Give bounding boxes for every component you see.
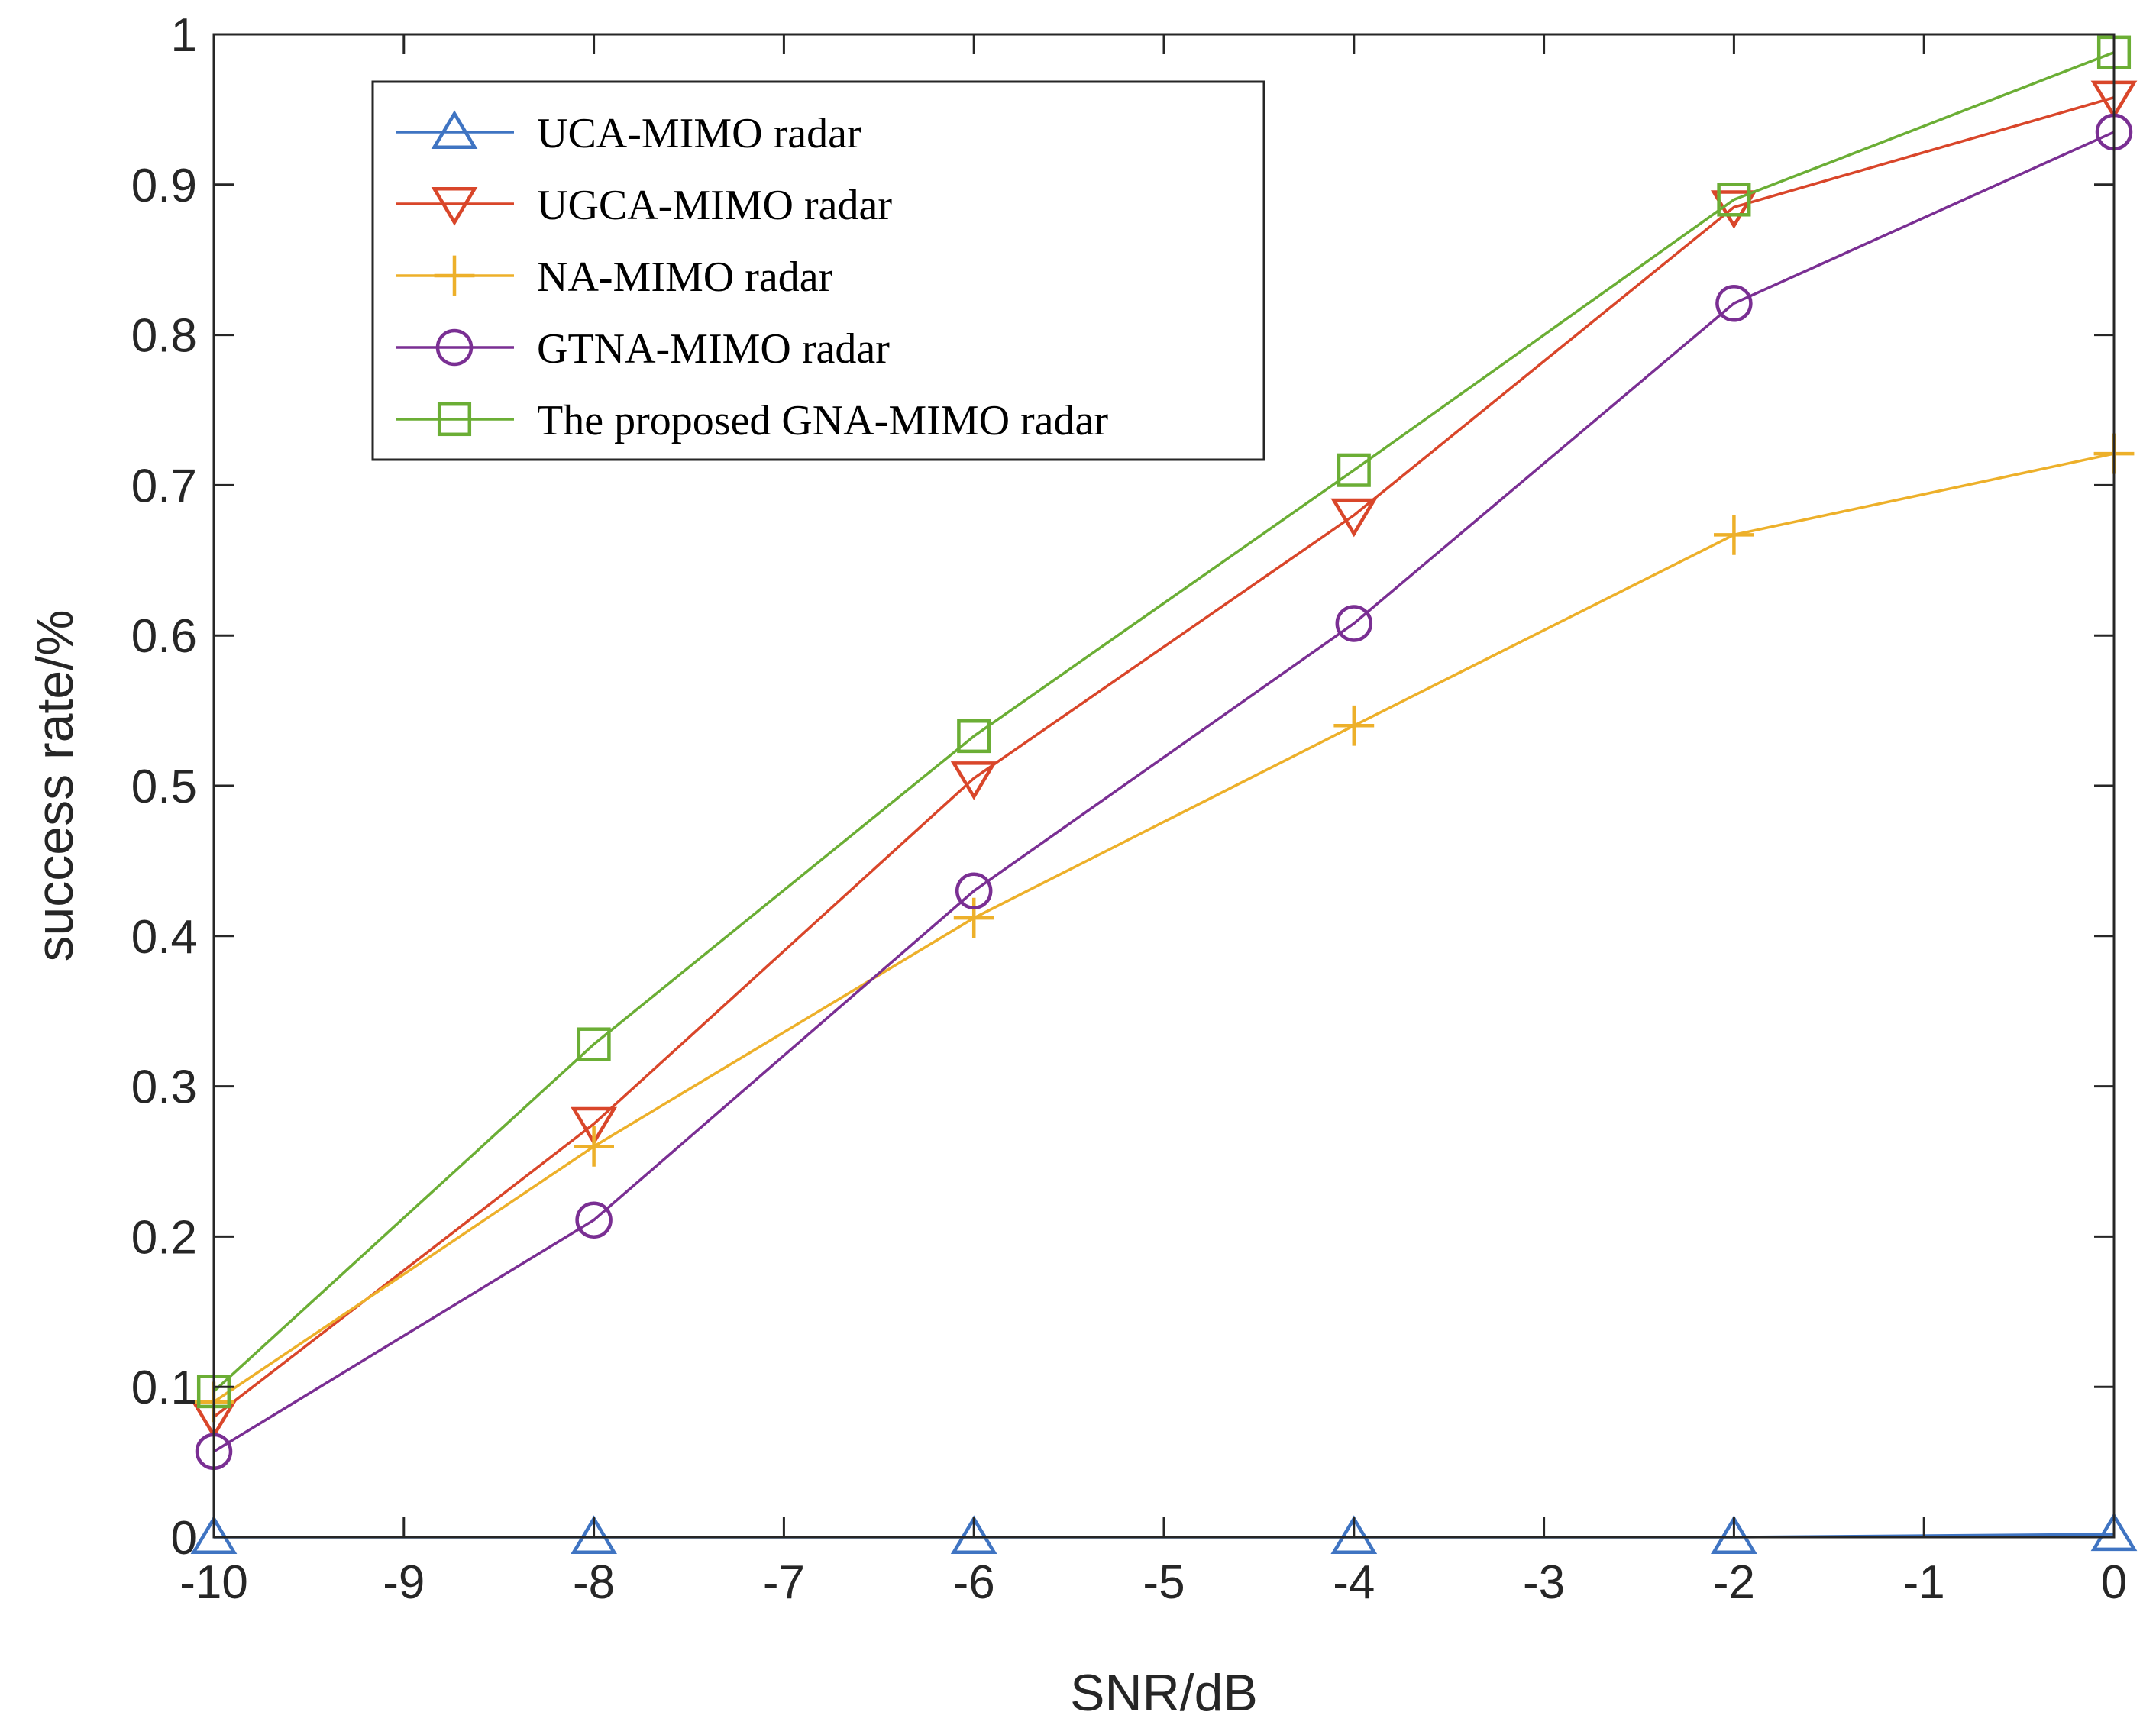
y-tick-label: 0.1	[131, 1362, 197, 1414]
legend-marker	[437, 402, 472, 437]
axis-ticks: -10 -9 -8 -7 -6 -5 -4 -3 -2 -1 000.10.20.30.40.50.…	[131, 9, 2127, 1609]
data-point	[1335, 605, 1373, 642]
data-point	[1715, 285, 1753, 322]
legend-item: GTNA-MIMO radar	[396, 325, 890, 373]
legend-label: The proposed GNA-MIMO radar	[537, 397, 1108, 444]
data-point	[1711, 1515, 1757, 1555]
series-line	[212, 95, 2115, 1418]
data-point	[2090, 1512, 2138, 1552]
legend-marker	[431, 186, 478, 226]
data-point	[571, 1515, 617, 1555]
y-tick-label: 0.7	[131, 460, 197, 512]
legend-item: NA-MIMO radar	[396, 254, 833, 301]
series-line	[213, 131, 2115, 1453]
data-point	[1717, 183, 1751, 217]
y-tick-label: 0.4	[131, 911, 197, 964]
data-point	[950, 1515, 997, 1555]
data-point	[575, 1201, 613, 1239]
legend-item: UCA-MIMO radar	[396, 110, 861, 157]
data-point	[571, 1106, 617, 1146]
legend-label: NA-MIMO radar	[537, 254, 833, 301]
data-point	[953, 897, 994, 938]
y-tick-label: 0.5	[131, 761, 197, 813]
data-point	[1714, 514, 1754, 555]
x-tick-label: -7	[763, 1556, 805, 1609]
y-tick-label: 0.2	[131, 1211, 197, 1264]
y-tick-label: 0.9	[131, 160, 197, 212]
data-point	[957, 719, 991, 754]
legend-marker	[435, 328, 474, 367]
data-point	[190, 1515, 238, 1555]
x-tick-label: -4	[1333, 1556, 1375, 1609]
legend-marker	[434, 255, 475, 296]
x-tick-label: -10	[179, 1556, 248, 1609]
y-axis-label: success rate/%	[26, 609, 84, 961]
data-point	[1711, 190, 1757, 229]
y-tick-label: 0	[171, 1512, 197, 1565]
legend-label: GTNA-MIMO radar	[537, 325, 890, 373]
x-tick-label: -5	[1143, 1556, 1185, 1609]
x-tick-label: -6	[953, 1556, 995, 1609]
x-tick-label: -9	[383, 1556, 425, 1609]
x-tick-label: -1	[1903, 1556, 1945, 1609]
legend: UCA-MIMO radar UGCA-MIMO radar NA-MIMO rad…	[371, 80, 1265, 461]
series-line	[212, 50, 2115, 1393]
y-tick-label: 0.3	[131, 1061, 197, 1114]
legend-marker	[431, 110, 478, 150]
x-tick-label: -8	[573, 1556, 615, 1609]
data-point	[1330, 1515, 1378, 1555]
x-tick-label: 0	[2101, 1556, 2127, 1609]
series-line	[213, 452, 2115, 1404]
x-axis-label: SNR/dB	[1070, 1664, 1258, 1722]
data-point	[1333, 705, 1375, 746]
data-point	[574, 1126, 614, 1167]
legend-item: The proposed GNA-MIMO radar	[396, 397, 1108, 444]
data-point	[577, 1027, 611, 1061]
legend-box	[371, 80, 1265, 461]
data-point	[955, 872, 993, 910]
y-tick-label: 1	[171, 9, 197, 62]
legend-label: UCA-MIMO radar	[537, 110, 861, 157]
y-tick-label: 0.8	[131, 310, 197, 363]
data-point	[1337, 453, 1371, 487]
legend-item: UGCA-MIMO radar	[396, 182, 892, 229]
data-point	[950, 761, 997, 800]
x-tick-label: -3	[1523, 1556, 1565, 1609]
legend-label: UGCA-MIMO radar	[537, 182, 892, 229]
data-point	[1330, 498, 1378, 538]
x-tick-label: -2	[1713, 1556, 1755, 1609]
y-tick-label: 0.6	[131, 610, 197, 663]
